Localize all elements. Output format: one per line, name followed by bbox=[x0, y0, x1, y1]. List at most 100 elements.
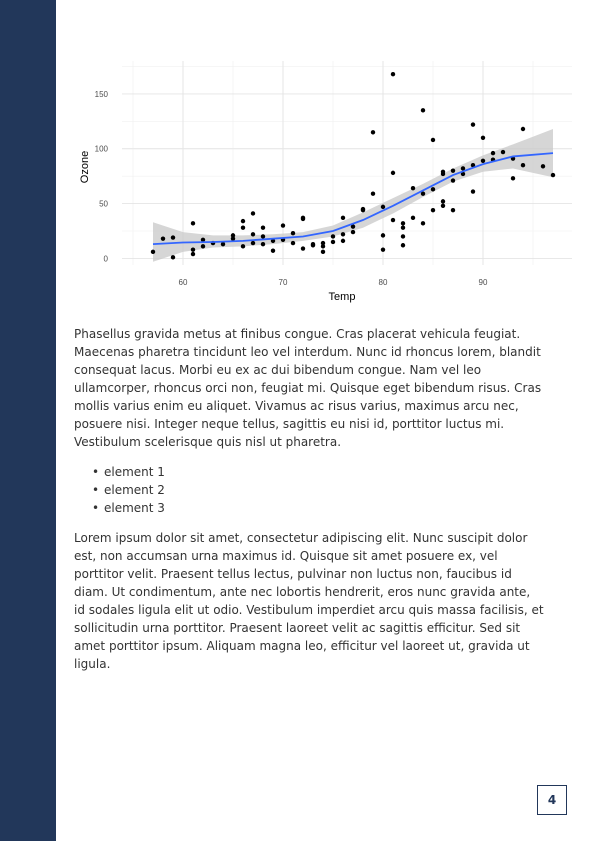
data-point bbox=[380, 204, 386, 210]
smooth-line bbox=[152, 152, 554, 246]
data-point bbox=[470, 162, 476, 168]
data-point bbox=[340, 215, 346, 221]
data-point bbox=[390, 170, 396, 176]
paragraph-2: Lorem ipsum dolor sit amet, consectetur … bbox=[74, 531, 544, 671]
data-point bbox=[310, 243, 316, 248]
data-point bbox=[230, 236, 236, 241]
x-tick-label: 70 bbox=[279, 278, 288, 287]
scatter-chart: 60 70 80 90 0 50 100 150 Temp Ozone bbox=[74, 55, 584, 309]
data-point bbox=[400, 243, 406, 248]
data-point bbox=[420, 108, 426, 113]
data-point bbox=[450, 178, 456, 183]
data-point bbox=[290, 230, 296, 236]
data-point bbox=[440, 199, 446, 204]
data-point bbox=[270, 238, 276, 244]
data-point bbox=[220, 241, 226, 247]
data-point bbox=[380, 233, 386, 238]
data-point bbox=[240, 244, 246, 249]
scatter-points bbox=[150, 71, 556, 260]
data-point bbox=[250, 211, 256, 216]
data-point bbox=[510, 176, 516, 181]
list-item-text: element 1 bbox=[104, 465, 165, 479]
data-point bbox=[470, 189, 476, 194]
data-point bbox=[190, 247, 196, 252]
data-point bbox=[320, 244, 326, 249]
data-point bbox=[480, 158, 486, 164]
data-point bbox=[250, 232, 256, 237]
data-point bbox=[240, 225, 246, 230]
data-point bbox=[440, 171, 446, 177]
data-point bbox=[460, 171, 466, 177]
list-item-text: element 3 bbox=[104, 501, 165, 515]
data-point bbox=[150, 249, 156, 255]
page-number: 4 bbox=[547, 793, 557, 807]
data-point bbox=[480, 135, 486, 140]
data-point bbox=[230, 233, 236, 238]
page-number-box: 4 bbox=[537, 785, 567, 815]
axis-ticks: 60 70 80 90 0 50 100 150 bbox=[95, 90, 488, 287]
data-point bbox=[390, 71, 396, 77]
data-point bbox=[340, 232, 346, 237]
y-tick-label: 50 bbox=[99, 200, 108, 209]
data-point bbox=[320, 240, 326, 246]
data-point bbox=[270, 248, 276, 253]
data-point bbox=[330, 239, 336, 245]
data-point bbox=[290, 240, 296, 246]
data-point bbox=[540, 164, 546, 169]
y-tick-label: 0 bbox=[104, 254, 109, 263]
x-tick-label: 90 bbox=[479, 278, 488, 287]
data-point bbox=[260, 234, 266, 239]
x-tick-label: 80 bbox=[379, 278, 388, 287]
y-tick-label: 100 bbox=[95, 145, 109, 154]
data-point bbox=[430, 187, 436, 192]
data-point bbox=[190, 251, 196, 257]
data-point bbox=[500, 149, 506, 155]
list-item-text: element 2 bbox=[104, 483, 165, 497]
data-point bbox=[350, 229, 356, 235]
data-point bbox=[470, 122, 476, 127]
chart-svg: 60 70 80 90 0 50 100 150 Temp Ozone bbox=[79, 61, 572, 303]
data-point bbox=[400, 234, 406, 239]
y-tick-label: 150 bbox=[95, 90, 109, 99]
data-point bbox=[450, 207, 456, 213]
paragraph-1: Phasellus gravida metus at finibus congu… bbox=[74, 327, 542, 449]
data-point bbox=[380, 247, 386, 252]
bullet-glyph: • bbox=[92, 501, 100, 515]
sidebar-band bbox=[0, 0, 56, 841]
list-item: • element 1 bbox=[74, 463, 544, 481]
data-point bbox=[420, 221, 426, 226]
data-point bbox=[430, 207, 436, 213]
data-point bbox=[360, 207, 366, 213]
data-point bbox=[550, 172, 556, 178]
data-point bbox=[440, 203, 446, 208]
data-point bbox=[280, 223, 286, 228]
data-point bbox=[490, 150, 496, 156]
data-point bbox=[420, 191, 426, 196]
list-item: • element 2 bbox=[74, 481, 544, 499]
y-axis-label: Ozone bbox=[79, 151, 91, 183]
data-point bbox=[400, 221, 406, 226]
x-tick-label: 60 bbox=[179, 278, 188, 287]
data-point bbox=[410, 215, 416, 221]
data-point bbox=[300, 215, 306, 221]
data-point bbox=[370, 191, 376, 196]
data-point bbox=[240, 218, 246, 224]
data-point bbox=[430, 137, 436, 143]
data-point bbox=[460, 166, 466, 171]
data-point bbox=[200, 237, 206, 242]
data-point bbox=[520, 162, 526, 168]
data-point bbox=[450, 168, 456, 173]
list-item: • element 3 bbox=[74, 499, 544, 517]
data-point bbox=[170, 235, 176, 240]
data-point bbox=[260, 241, 266, 247]
bullet-list: • element 1 • element 2 • element 3 bbox=[74, 463, 544, 517]
data-point bbox=[320, 249, 326, 255]
data-point bbox=[330, 234, 336, 239]
data-point bbox=[400, 225, 406, 230]
data-point bbox=[250, 240, 256, 246]
data-point bbox=[520, 126, 526, 132]
bullet-glyph: • bbox=[92, 483, 100, 497]
smooth-curve bbox=[152, 152, 554, 246]
x-axis-label: Temp bbox=[329, 291, 356, 303]
data-point bbox=[350, 224, 356, 229]
